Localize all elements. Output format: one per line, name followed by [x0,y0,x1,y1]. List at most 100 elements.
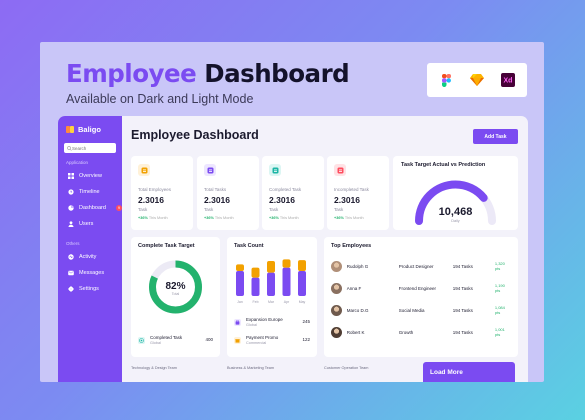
grid-icon [68,173,74,179]
employee-row[interactable]: Rudolph G Product Designer 194 Tasks 1,3… [331,260,511,272]
sidebar-item-dashboard[interactable]: Dashboard 9 [64,200,122,216]
stat-trend-value: +36% [334,216,344,220]
add-task-button[interactable]: Add Task [473,129,518,144]
task-count-bar-chart: Jan Feb Mar Apr May [236,259,306,304]
stat-value: 2.3016 [269,195,295,205]
sidebar-item-messages[interactable]: Messages [64,265,116,281]
page-title: Employee Dashboard [131,128,259,142]
sidebar-item-label: Messages [79,270,105,276]
xd-icon: Xd [500,72,515,88]
avatar [331,326,342,338]
gift-icon [234,336,241,344]
team-label: Customer Operation Team [324,366,369,370]
task-target-card: Task Target Actual vs Prediction 10,468 … [393,156,518,230]
target-icon [138,336,145,344]
activity-icon [68,254,74,260]
stat-trend-note: This Month [344,216,364,220]
gauge-fill [415,180,496,225]
hero-title: Employee Dashboard [66,59,350,88]
legend-sub: Commercial [246,341,267,345]
users-icon [138,164,150,176]
avatar [331,282,342,294]
employee-row[interactable]: Robert K Growth 194 Tasks 1,001 pts [331,326,511,338]
brand-name: Baligo [78,125,101,134]
stat-value: 2.3016 [334,195,360,205]
sidebar-item-overview[interactable]: Overview [64,168,116,184]
stat-value: 2.3016 [138,195,164,205]
donut-percent: 82% [165,281,185,292]
sidebar-item-label: Activity [79,254,97,260]
clock-icon [68,189,74,195]
xd-icon-label: Xd [503,78,512,85]
stat-trend-note: This Month [214,216,234,220]
legend-expansion-europe: Expansion Europe Global 245 [234,317,310,327]
search-icon [67,145,72,151]
x-tick-label: Jan [237,300,243,304]
stat-trend-note: This Month [148,216,168,220]
employee-name: Anna F [346,285,362,291]
card-title: Complete Task Target [138,243,195,249]
search-box[interactable] [64,143,116,153]
notification-badge: 9 [116,205,122,211]
employee-role: Product Designer [398,263,434,269]
dashboard-app: Baligo Application Overview Timeline Das… [58,116,528,382]
employee-row[interactable]: Marco D.G Social Media 194 Tasks 1,084 p… [331,304,511,316]
gear-icon [68,286,74,292]
showcase-frame: Employee Dashboard Available on Dark and… [40,42,544,382]
load-more-button[interactable]: Load More [423,362,515,382]
stat-unit: Task [269,207,279,212]
stat-card-completed-task: Completed Task 2.3016 Task +36% This Mon… [262,156,324,230]
employee-tasks: 194 Tasks [452,329,473,335]
bar-mar-series0 [267,272,275,296]
sketch-icon [469,72,484,88]
employee-tasks: 194 Tasks [452,263,473,269]
donut-chart: 82% Total [149,260,202,314]
stat-card-incompleted-task: Incompleted Task 2.3016 Task +36% This M… [327,156,389,230]
stat-trend-note: This Month [279,216,299,220]
main-content: Employee Dashboard Add Task Total Employ… [122,116,528,382]
employee-name: Marco D.G [346,307,369,313]
bar-jan-series0 [236,271,244,296]
bar-feb-series0 [251,277,260,296]
bar-apr-series0 [282,267,291,296]
gauge-value: 10,468 [439,206,473,218]
employee-tasks: 194 Tasks [452,285,473,291]
employee-points: 1,190 pts [494,283,505,293]
message-icon [68,270,74,276]
sidebar-item-timeline[interactable]: Timeline [64,184,116,200]
team-label: Business & Marketing Team [227,366,274,370]
avatar [331,304,342,316]
bar-jan-series1 [236,264,244,271]
search-input[interactable] [72,145,112,151]
sidebar-item-activity[interactable]: Activity [64,249,116,265]
legend-label: Completed Task [150,335,183,340]
hero-title-rest: Dashboard [204,59,350,88]
card-title: Task Target Actual vs Prediction [401,162,486,168]
target-gauge: 10,468 Daily [415,180,496,225]
card-title: Top Employees [331,243,372,249]
check-icon [269,164,281,176]
employee-tasks: 194 Tasks [452,307,473,313]
sidebar-item-settings[interactable]: Settings [64,281,116,297]
stat-trend: +36% This Month [334,216,382,220]
employee-row[interactable]: Anna F Frontend Engineer 194 Tasks 1,190… [331,282,511,294]
employee-points: 1,084 pts [494,305,505,315]
employee-points: 1,320 pts [494,261,505,271]
legend-completed-task: Completed Task Global 400 [138,335,213,345]
stat-label: Total Employees [138,187,172,192]
brand: Baligo [66,125,116,134]
team-label: Technology & Design Team [131,366,177,370]
stat-trend: +36% This Month [138,216,186,220]
bar-may-series0 [298,271,306,296]
sidebar: Baligo Application Overview Timeline Das… [58,116,122,382]
stat-trend-value: +36% [269,216,279,220]
sidebar-item-users[interactable]: Users [64,216,116,232]
bar-feb-series1 [251,267,260,278]
stat-label: Total Tasks [204,187,227,192]
employee-name: Rudolph G [346,263,369,269]
figma-icon [439,72,453,88]
stat-label: Completed Task [269,187,302,192]
legend-sub: Global [246,323,257,327]
donut-sub: Total [172,292,180,296]
group-label-others: Others [66,241,80,246]
